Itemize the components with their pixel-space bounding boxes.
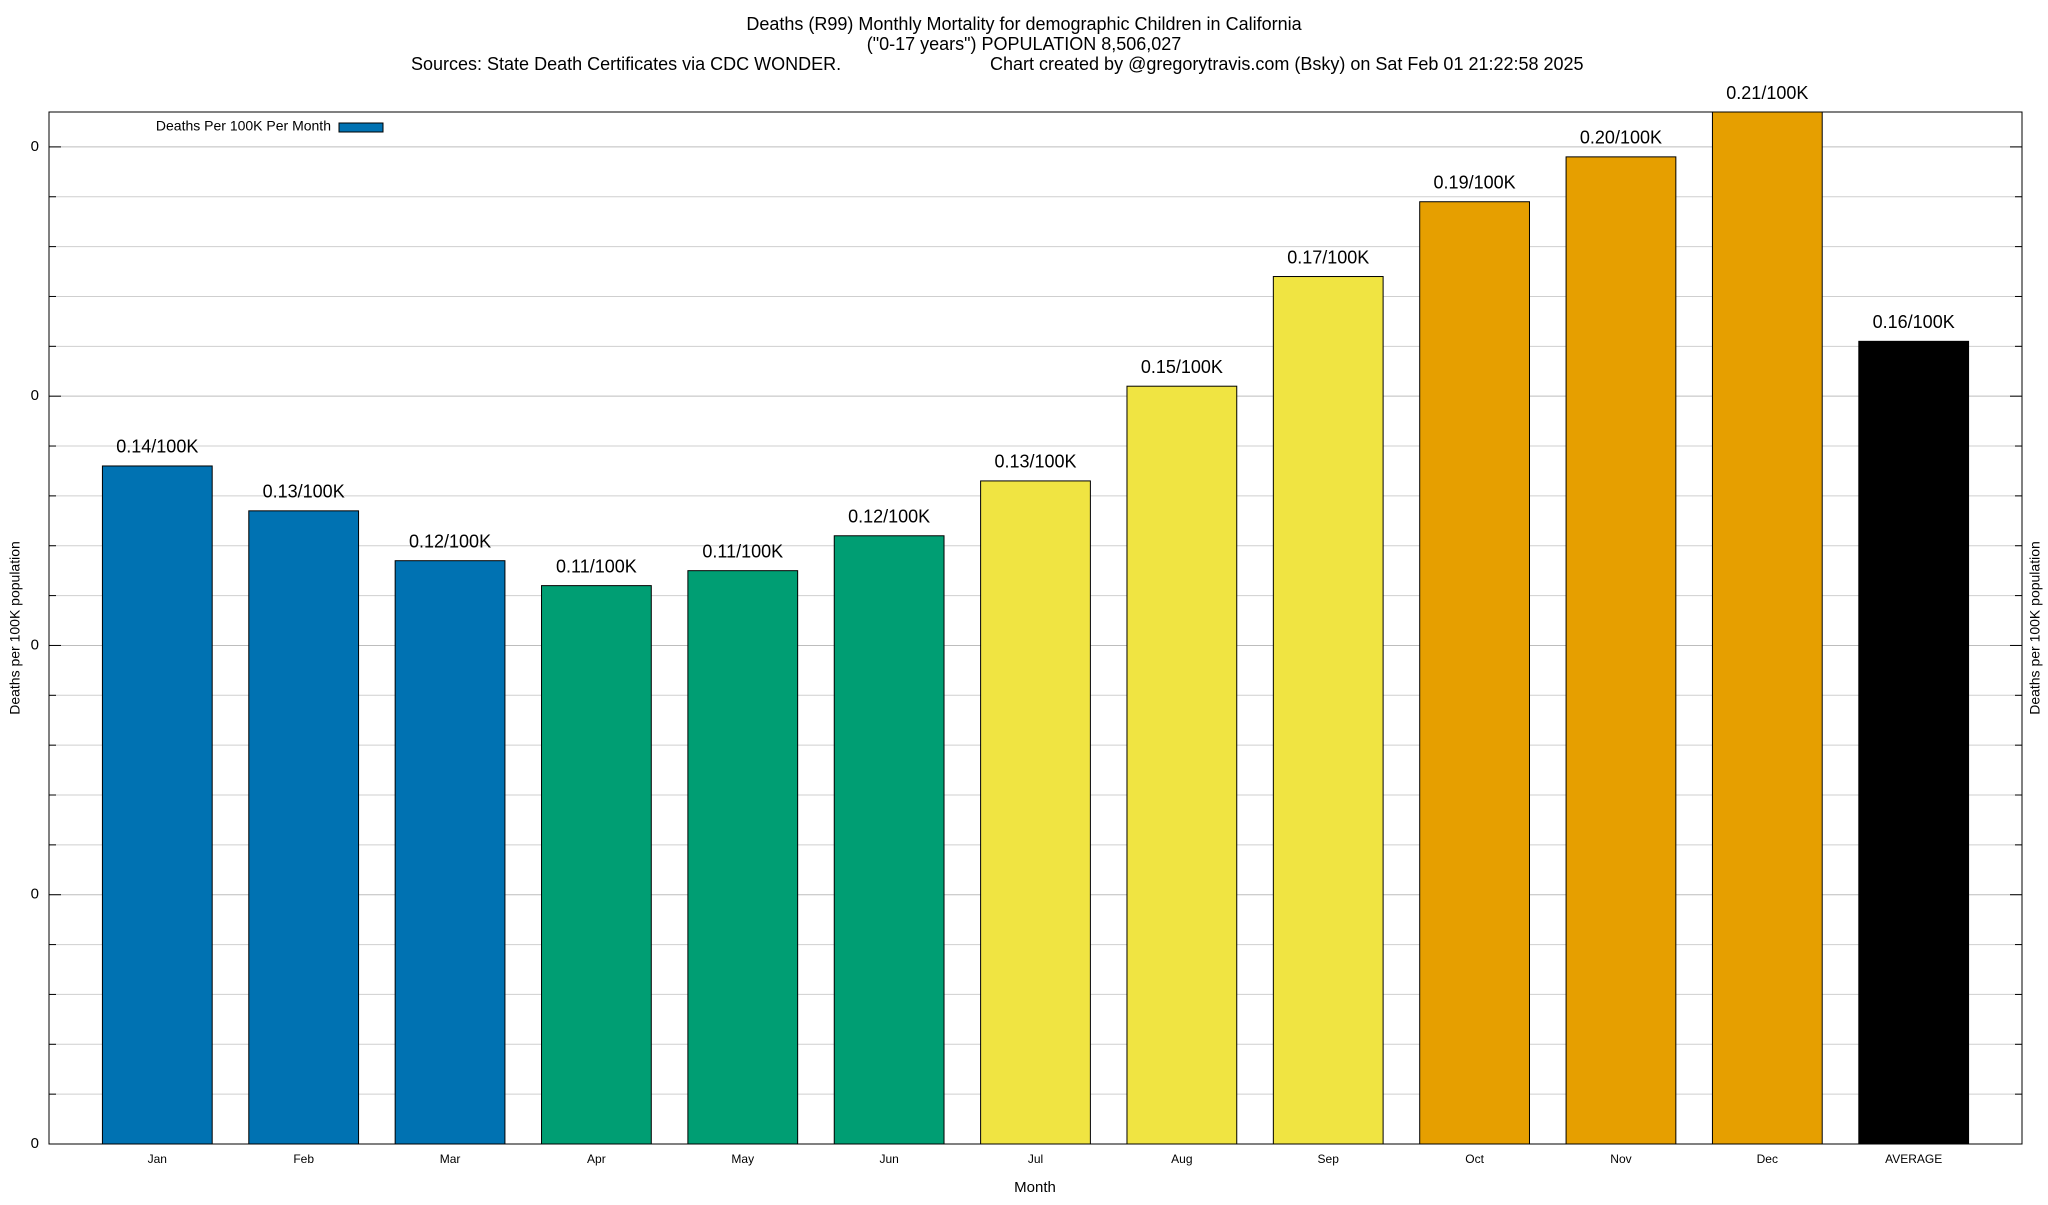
x-tick-label: Feb: [293, 1152, 314, 1166]
value-label: 0.11/100K: [702, 541, 783, 561]
value-label: 0.20/100K: [1580, 128, 1662, 148]
source-note: Sources: State Death Certificates via CD…: [411, 54, 841, 74]
chart-subtitle: ("0-17 years") POPULATION 8,506,027: [867, 34, 1182, 54]
y-axis-label: Deaths per 100K population: [7, 541, 23, 715]
y2-axis-label: Deaths per 100K population: [2027, 541, 2043, 715]
y-tick-label: 0: [31, 636, 39, 653]
legend-label: Deaths Per 100K Per Month: [156, 118, 331, 134]
value-label: 0.19/100K: [1434, 172, 1516, 192]
value-label: 0.14/100K: [116, 437, 198, 457]
bar: [101, 465, 213, 1145]
y-tick-label: 0: [31, 886, 39, 903]
value-label: 0.11/100K: [556, 556, 637, 576]
value-label: 0.15/100K: [1141, 357, 1223, 377]
bar: [248, 510, 360, 1145]
y-tick-label: 0: [31, 387, 39, 404]
value-label: 0.12/100K: [848, 507, 930, 527]
bar: [980, 480, 1091, 1145]
x-tick-label: Sep: [1318, 1152, 1340, 1166]
bar: [687, 570, 799, 1145]
legend-swatch: [338, 122, 384, 133]
value-label: 0.13/100K: [263, 482, 345, 502]
x-tick-label: Jan: [148, 1152, 167, 1166]
x-tick-label: Jul: [1028, 1152, 1043, 1166]
value-label: 0.17/100K: [1287, 247, 1369, 267]
value-label: 0.13/100K: [994, 452, 1076, 472]
bar: [1711, 111, 1823, 1145]
x-tick-label: Mar: [440, 1152, 461, 1166]
chart-title: Deaths (R99) Monthly Mortality for demog…: [746, 14, 1302, 34]
x-tick-label: Aug: [1171, 1152, 1192, 1166]
value-label: 0.16/100K: [1873, 312, 1955, 332]
x-tick-label: Jun: [879, 1152, 898, 1166]
bar: [541, 585, 652, 1145]
x-tick-label: May: [731, 1152, 754, 1166]
bar: [1272, 276, 1384, 1145]
value-label: 0.21/100K: [1726, 83, 1808, 103]
bar: [1565, 156, 1677, 1145]
credit-note: Chart created by @gregorytravis.com (Bsk…: [990, 54, 1584, 74]
x-tick-label: Dec: [1757, 1152, 1778, 1166]
bar: [1419, 201, 1530, 1145]
bar: [833, 535, 945, 1145]
x-tick-label: Oct: [1465, 1152, 1484, 1166]
value-label: 0.12/100K: [409, 531, 491, 551]
bar: [1858, 340, 1970, 1145]
x-axis-label: Month: [1014, 1179, 1056, 1196]
plot-frame: [48, 111, 2023, 1145]
bar: [394, 560, 506, 1145]
x-tick-label: Apr: [587, 1152, 606, 1166]
x-tick-label: AVERAGE: [1885, 1152, 1942, 1166]
bar: [1126, 385, 1238, 1145]
y-tick-label: 0: [31, 138, 39, 155]
y-tick-label: 0: [31, 1135, 39, 1152]
x-tick-label: Nov: [1610, 1152, 1631, 1166]
